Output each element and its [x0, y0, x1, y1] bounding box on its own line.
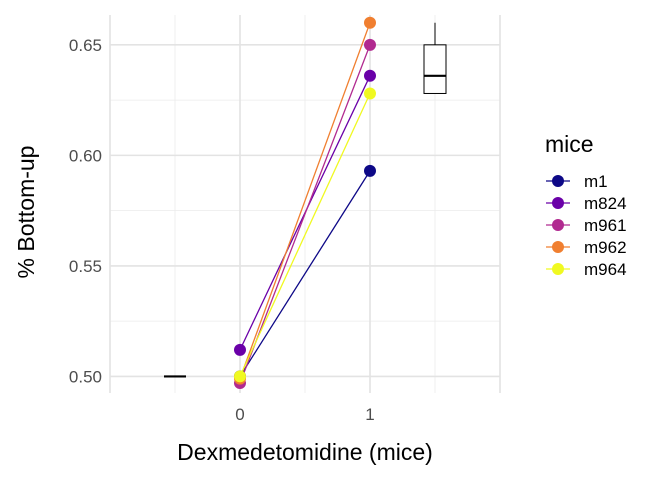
x-axis-title: Dexmedetomidine (mice) — [177, 439, 433, 465]
data-point-m964 — [364, 87, 376, 100]
x-tick-label: 1 — [365, 405, 374, 424]
legend-key-point — [552, 241, 564, 253]
legend-label: m962 — [584, 238, 627, 257]
legend-item-m1: m1 — [546, 172, 608, 191]
series-line-m961 — [239, 44, 371, 384]
data-point-m824 — [364, 69, 376, 82]
series-points — [234, 16, 376, 390]
legend-key-point — [552, 219, 564, 231]
series-lines — [239, 22, 371, 384]
series-line-m962 — [239, 22, 371, 379]
boxplot — [423, 22, 447, 94]
legend-item-m824: m824 — [546, 194, 627, 213]
legend-key-point — [552, 197, 564, 209]
data-point-m961 — [364, 38, 376, 51]
legend-label: m964 — [584, 260, 627, 279]
y-axis-ticks: 0.50 0.55 0.60 0.65 — [69, 36, 102, 387]
data-point-m962 — [364, 16, 376, 29]
series-line-m1 — [239, 170, 371, 377]
legend: mice m1 m824 m961 m962 m964 — [545, 131, 627, 279]
legend-key-point — [552, 263, 564, 275]
x-tick-label: 0 — [235, 405, 244, 424]
boxplot-box — [423, 44, 447, 94]
boxplots — [164, 22, 447, 378]
data-point-m1 — [364, 164, 376, 177]
legend-label: m961 — [584, 216, 627, 235]
legend-item-m964: m964 — [546, 260, 627, 279]
series-line-m964 — [239, 93, 371, 377]
data-point-m824 — [234, 343, 246, 356]
legend-title: mice — [545, 131, 594, 157]
legend-label: m824 — [584, 194, 627, 213]
y-tick-label: 0.65 — [69, 36, 102, 55]
y-axis-title: % Bottom-up — [13, 146, 39, 279]
y-tick-label: 0.60 — [69, 146, 102, 165]
y-tick-label: 0.55 — [69, 257, 102, 276]
data-point-m964 — [234, 370, 246, 383]
legend-label: m1 — [584, 172, 608, 191]
legend-item-m961: m961 — [546, 216, 627, 235]
legend-key-point — [552, 175, 564, 187]
y-tick-label: 0.50 — [69, 367, 102, 386]
legend-item-m962: m962 — [546, 238, 627, 257]
